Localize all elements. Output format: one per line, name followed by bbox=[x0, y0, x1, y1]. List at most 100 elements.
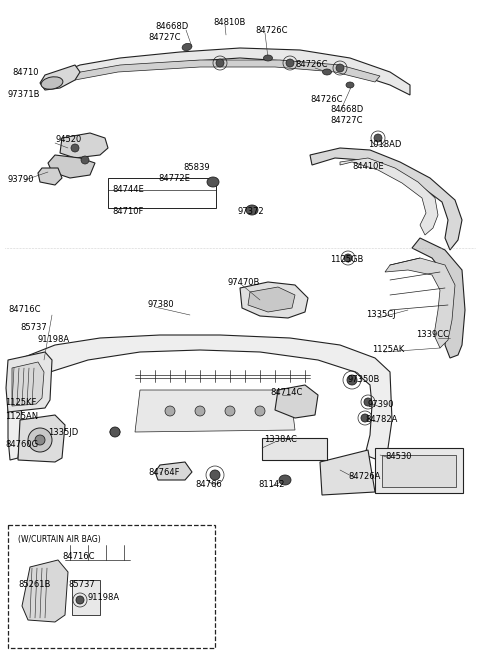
Text: 84810B: 84810B bbox=[213, 18, 245, 27]
Text: 84766: 84766 bbox=[195, 480, 222, 489]
Circle shape bbox=[347, 375, 357, 385]
Text: 91198A: 91198A bbox=[38, 335, 70, 344]
Circle shape bbox=[361, 414, 369, 422]
Text: 97350B: 97350B bbox=[348, 375, 380, 384]
Text: 84710: 84710 bbox=[12, 68, 38, 77]
Polygon shape bbox=[48, 155, 95, 178]
Text: 84668D: 84668D bbox=[330, 105, 363, 114]
Circle shape bbox=[225, 406, 235, 416]
Text: 1125GB: 1125GB bbox=[330, 255, 363, 264]
Polygon shape bbox=[6, 352, 52, 412]
Text: 1338AC: 1338AC bbox=[264, 435, 297, 444]
Polygon shape bbox=[55, 48, 410, 95]
Text: 84726C: 84726C bbox=[295, 60, 327, 69]
Text: 84764F: 84764F bbox=[148, 468, 180, 477]
Ellipse shape bbox=[207, 177, 219, 187]
Text: 97470B: 97470B bbox=[228, 278, 260, 287]
Ellipse shape bbox=[279, 475, 291, 485]
Text: 84726C: 84726C bbox=[310, 95, 343, 104]
Circle shape bbox=[81, 156, 89, 164]
Polygon shape bbox=[320, 450, 375, 495]
Polygon shape bbox=[8, 335, 392, 460]
Circle shape bbox=[216, 59, 224, 67]
Polygon shape bbox=[310, 148, 462, 250]
Circle shape bbox=[165, 406, 175, 416]
Text: 1125KF: 1125KF bbox=[5, 398, 36, 407]
Polygon shape bbox=[275, 385, 318, 418]
Text: 1335CJ: 1335CJ bbox=[366, 310, 396, 319]
Polygon shape bbox=[60, 133, 108, 158]
Text: 1125AN: 1125AN bbox=[5, 412, 38, 421]
Text: 1125AK: 1125AK bbox=[372, 345, 404, 354]
Polygon shape bbox=[340, 158, 438, 235]
Ellipse shape bbox=[110, 428, 120, 436]
Circle shape bbox=[344, 254, 352, 262]
Bar bbox=[262, 438, 327, 460]
Circle shape bbox=[364, 398, 372, 406]
Text: 97371B: 97371B bbox=[8, 90, 40, 99]
Polygon shape bbox=[155, 462, 192, 480]
Circle shape bbox=[71, 144, 79, 152]
Polygon shape bbox=[38, 168, 62, 185]
Text: 85839: 85839 bbox=[183, 163, 210, 172]
Ellipse shape bbox=[264, 55, 273, 61]
Polygon shape bbox=[240, 282, 308, 318]
Circle shape bbox=[336, 64, 344, 72]
Text: 84727C: 84727C bbox=[330, 116, 362, 125]
Text: 84726A: 84726A bbox=[348, 472, 380, 481]
Polygon shape bbox=[385, 258, 455, 348]
Text: 1339CC: 1339CC bbox=[416, 330, 449, 339]
Text: 85737: 85737 bbox=[68, 580, 95, 589]
Text: 97380: 97380 bbox=[148, 300, 175, 309]
Bar bbox=[108, 178, 216, 208]
Text: 84530: 84530 bbox=[385, 452, 411, 461]
Text: 84782A: 84782A bbox=[365, 415, 397, 424]
Polygon shape bbox=[12, 362, 44, 406]
Ellipse shape bbox=[246, 205, 258, 215]
Circle shape bbox=[35, 435, 45, 445]
Text: 97372: 97372 bbox=[238, 207, 264, 216]
Circle shape bbox=[110, 427, 120, 437]
Polygon shape bbox=[18, 415, 65, 462]
Circle shape bbox=[28, 428, 52, 452]
Circle shape bbox=[255, 406, 265, 416]
Text: 84760G: 84760G bbox=[5, 440, 38, 449]
Polygon shape bbox=[40, 65, 80, 90]
Text: 84727C: 84727C bbox=[148, 33, 180, 42]
Text: 84726C: 84726C bbox=[255, 26, 288, 35]
Text: 84410E: 84410E bbox=[352, 162, 384, 171]
Polygon shape bbox=[135, 390, 295, 432]
Text: 1018AD: 1018AD bbox=[368, 140, 401, 149]
Bar bbox=[8, 525, 215, 648]
Bar bbox=[72, 580, 100, 615]
Text: 81142: 81142 bbox=[258, 480, 284, 489]
Text: (W/CURTAIN AIR BAG): (W/CURTAIN AIR BAG) bbox=[18, 535, 101, 544]
Text: 84772E: 84772E bbox=[158, 174, 190, 183]
Text: 84716C: 84716C bbox=[62, 552, 95, 561]
Text: 84714C: 84714C bbox=[270, 388, 302, 397]
Polygon shape bbox=[248, 287, 295, 312]
Polygon shape bbox=[75, 60, 380, 82]
Text: 94520: 94520 bbox=[55, 135, 81, 144]
Text: 93790: 93790 bbox=[8, 175, 35, 184]
Text: 84710F: 84710F bbox=[112, 207, 144, 216]
Text: 84716C: 84716C bbox=[8, 305, 40, 314]
Ellipse shape bbox=[182, 43, 192, 51]
Bar bbox=[375, 448, 463, 493]
Bar bbox=[382, 455, 456, 487]
Ellipse shape bbox=[346, 82, 354, 88]
Polygon shape bbox=[412, 238, 465, 358]
Ellipse shape bbox=[41, 77, 63, 89]
Text: 85737: 85737 bbox=[20, 323, 47, 332]
Polygon shape bbox=[22, 560, 68, 622]
Text: 1335JD: 1335JD bbox=[48, 428, 78, 437]
Text: 84744E: 84744E bbox=[112, 185, 144, 194]
Circle shape bbox=[76, 596, 84, 604]
Circle shape bbox=[210, 470, 220, 480]
Ellipse shape bbox=[323, 69, 332, 75]
Circle shape bbox=[286, 59, 294, 67]
Text: 91198A: 91198A bbox=[88, 593, 120, 602]
Text: 97390: 97390 bbox=[368, 400, 395, 409]
Circle shape bbox=[374, 134, 382, 142]
Text: 84668D: 84668D bbox=[155, 22, 188, 31]
